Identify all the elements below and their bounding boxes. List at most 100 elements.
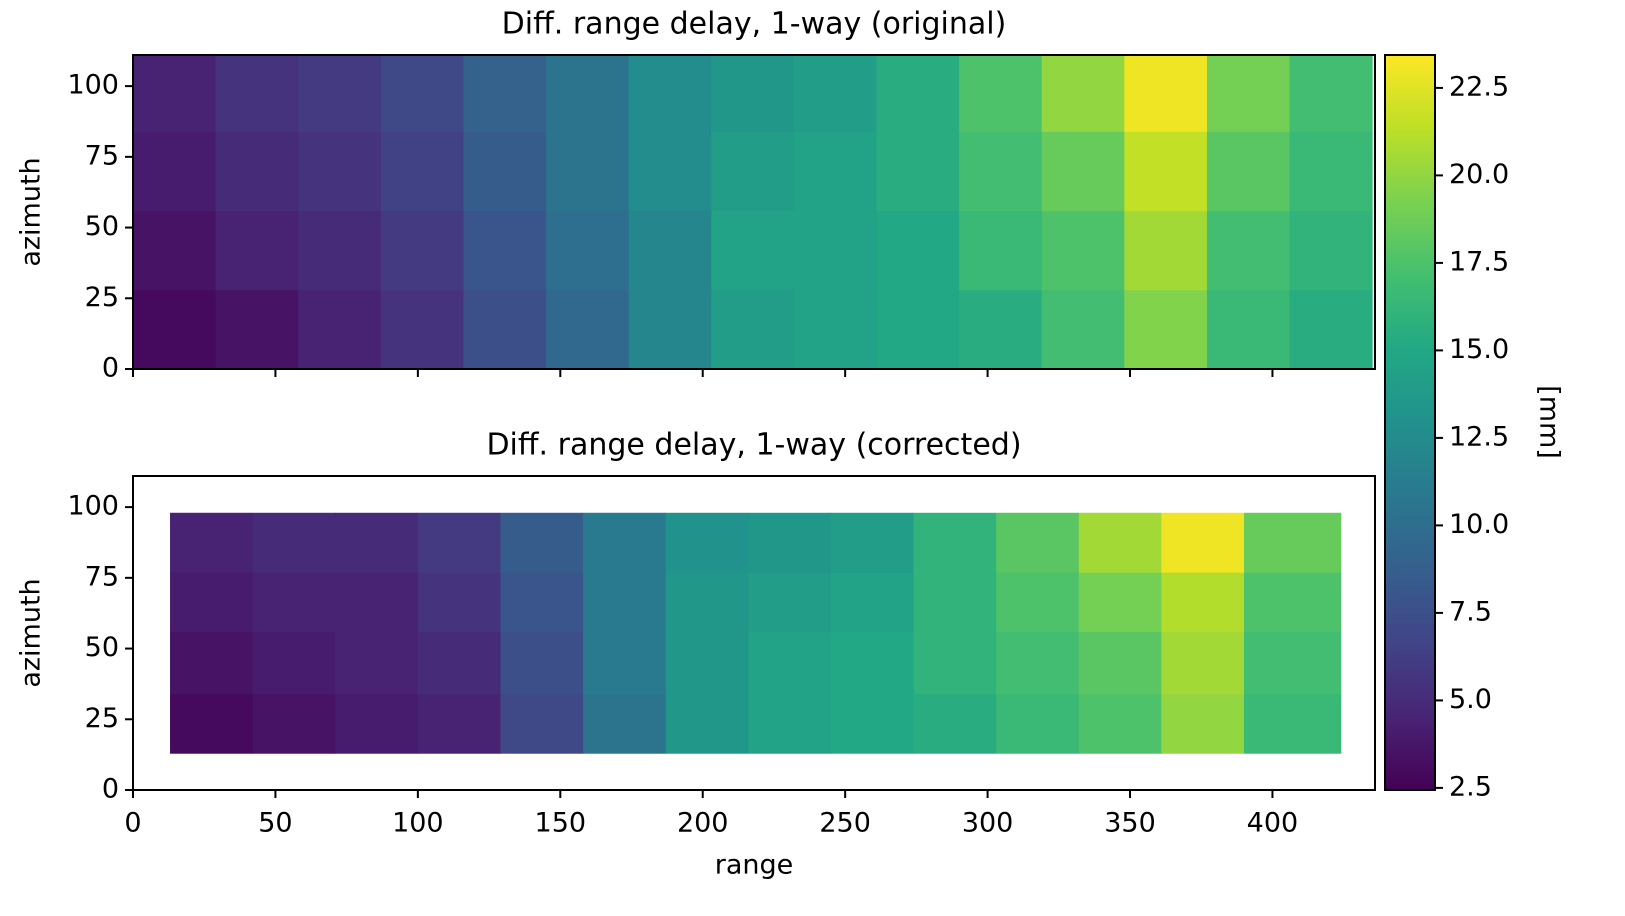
heatmap-cell (252, 572, 336, 633)
heatmap-cell (463, 55, 547, 132)
heatmap-cell (628, 289, 712, 370)
heatmap-cell (876, 131, 960, 212)
heatmap-cell (830, 512, 915, 573)
heatmap-cell (215, 55, 299, 132)
y-tick-label: 100 (67, 491, 119, 522)
heatmap-cell (711, 131, 795, 212)
heatmap-cell (500, 572, 584, 633)
heatmap-cell (876, 210, 960, 291)
heatmap-cell (463, 210, 547, 291)
chart-title: Diff. range delay, 1-way (corrected) (486, 428, 1021, 463)
heatmap-cell (959, 131, 1043, 212)
heatmap-cell (170, 572, 254, 633)
heatmap-cell (252, 631, 336, 695)
heatmap-cell (1243, 572, 1342, 633)
heatmap-cell (793, 131, 877, 212)
heatmap-cell (1206, 289, 1291, 370)
heatmap-cell (1078, 693, 1162, 754)
y-tick-label: 100 (67, 70, 119, 101)
heatmap-cell (996, 512, 1080, 573)
heatmap-cell (583, 512, 667, 573)
colorbar-tick-label: 17.5 (1449, 246, 1509, 277)
heatmap-cell (748, 693, 832, 754)
colorbar-tick-label: 12.5 (1449, 421, 1509, 452)
y-tick-label: 75 (85, 561, 119, 592)
heatmap-cell (996, 572, 1080, 633)
x-tick-label: 0 (124, 808, 141, 839)
heatmap-cell (628, 55, 712, 132)
heatmap-cell (913, 512, 997, 573)
heatmap-cell (959, 210, 1043, 291)
y-tick-label: 25 (85, 282, 119, 313)
heatmap-cell (583, 693, 667, 754)
y-tick-label: 50 (85, 632, 119, 663)
heatmap-cell (170, 631, 254, 695)
heatmap-cell (1243, 512, 1342, 573)
heatmap-cell (170, 512, 254, 573)
y-tick-label: 0 (102, 774, 119, 805)
heatmap-cell (1206, 131, 1291, 212)
heatmap-cell (380, 55, 464, 132)
heatmap-cell (1041, 289, 1125, 370)
heatmap-cell (830, 572, 915, 633)
heatmap-cell (298, 131, 382, 212)
colorbar-tick-label: 5.0 (1449, 684, 1492, 715)
heatmap-cell (1161, 631, 1245, 695)
heatmap-cell (1243, 693, 1342, 754)
x-axis-label: range (715, 850, 794, 881)
heatmap-cell (1124, 55, 1208, 132)
heatmap-cell (215, 289, 299, 370)
heatmap-cell (1078, 572, 1162, 633)
y-axis-label: azimuth (16, 157, 47, 266)
heatmap-cell (1289, 210, 1373, 291)
axes-frame (132, 475, 1376, 791)
heatmap-cell (665, 512, 749, 573)
heatmap-cell (996, 693, 1080, 754)
heatmap-cell (1289, 289, 1373, 370)
heatmap-cell (996, 631, 1080, 695)
x-tick-label: 400 (1247, 808, 1299, 839)
y-tick-label: 0 (102, 353, 119, 384)
x-tick-label: 50 (258, 808, 292, 839)
heatmap-cell (830, 631, 915, 695)
axes-frame (132, 54, 1376, 370)
heatmap-cell (876, 289, 960, 370)
heatmap-cell (380, 131, 464, 212)
heatmap-cell (463, 289, 547, 370)
heatmap-cell (583, 572, 667, 633)
heatmap-cell (380, 210, 464, 291)
heatmap-cell (252, 693, 336, 754)
heatmap-cell (1289, 131, 1373, 212)
heatmap-cell (252, 512, 336, 573)
heatmap-cell (335, 693, 419, 754)
colorbar-label: [mm] (1534, 385, 1565, 459)
heatmap-cell (1206, 210, 1291, 291)
heatmap-cell (628, 210, 712, 291)
heatmap-cell (583, 631, 667, 695)
y-axis-label: azimuth (16, 578, 47, 687)
heatmap-cell (793, 210, 877, 291)
heatmap-cell (380, 289, 464, 370)
heatmap-cell (1243, 631, 1342, 695)
x-tick-label: 250 (819, 808, 871, 839)
heatmap-cell (417, 631, 501, 695)
heatmap-cell (500, 693, 584, 754)
heatmap-cell (417, 693, 501, 754)
colorbar-tick-label: 22.5 (1449, 71, 1509, 102)
x-tick-label: 100 (392, 808, 444, 839)
heatmap-cell (546, 289, 630, 370)
heatmap-cell (500, 512, 584, 573)
heatmap-cell (1161, 512, 1245, 573)
heatmap-cell (546, 55, 630, 132)
colorbar-tick-label: 2.5 (1449, 771, 1492, 802)
heatmap-cell (1078, 512, 1162, 573)
colorbar-tick-label: 7.5 (1449, 596, 1492, 627)
heatmap-cell (1161, 693, 1245, 754)
y-tick-label: 50 (85, 211, 119, 242)
heatmap-cell (748, 572, 832, 633)
x-tick-label: 200 (677, 808, 729, 839)
heatmap-cell (335, 572, 419, 633)
heatmap-cell (463, 131, 547, 212)
heatmap-cell (913, 693, 997, 754)
heatmap-cell (215, 131, 299, 212)
